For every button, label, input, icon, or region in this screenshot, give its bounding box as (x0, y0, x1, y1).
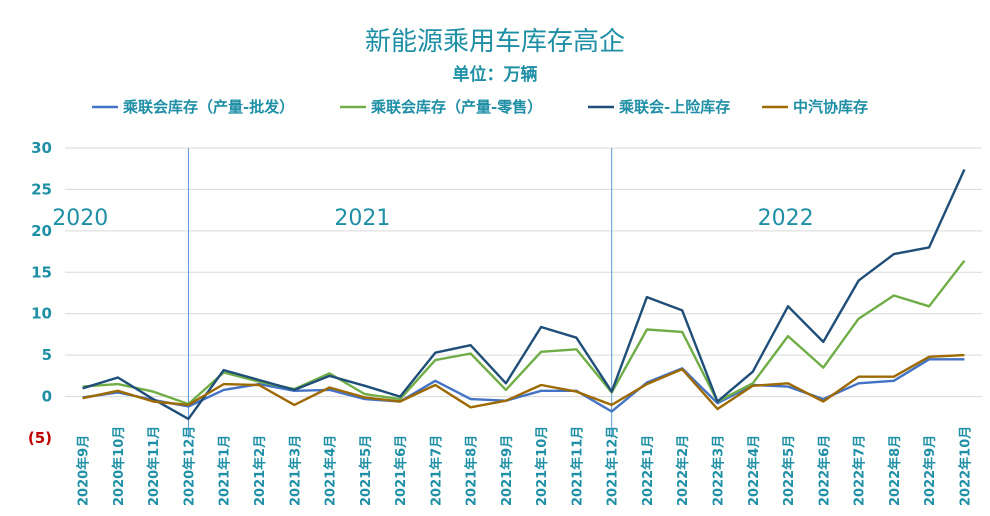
series-line-4 (82, 353, 965, 411)
x-tick-label: 2022年3月 (710, 435, 726, 506)
x-tick-label: 2022年9月 (922, 435, 938, 506)
x-tick-label: 2020年12月 (181, 426, 197, 506)
x-tick-label: 2021年2月 (252, 435, 268, 506)
x-tick-label: 2021年3月 (287, 435, 303, 506)
x-tick-label: 2021年8月 (464, 435, 480, 506)
x-axis: 2020年9月 2020年10月 2020年11月 2020年12月 2021年1月 20… (76, 426, 974, 506)
x-tick-label: 2022年1月 (640, 435, 656, 506)
y-tick-label: 10 (31, 305, 52, 323)
x-tick-label: 2022年6月 (816, 435, 832, 506)
year-label: 2020 (52, 206, 108, 231)
legend: 乘联会库存（产量-批发） 乘联会库存（产量-零售） 乘联会-上险库存 中汽协库存 (92, 98, 868, 116)
x-tick-label: 2022年4月 (746, 435, 762, 506)
y-tick-label: 15 (31, 263, 52, 281)
gridlines (65, 147, 982, 398)
x-tick-label: 2020年11月 (146, 426, 162, 506)
year-dividers (187, 148, 613, 438)
x-tick-label: 2021年4月 (323, 435, 339, 506)
year-label: 2021 (334, 206, 390, 231)
series-line-3 (82, 169, 966, 421)
y-tick-label: 25 (31, 180, 52, 198)
chart-subtitle: 单位：万辆 (453, 64, 538, 85)
y-tick-label: 30 (31, 139, 52, 157)
x-tick-label: 2021年12月 (605, 426, 621, 506)
y-axis: 30 25 20 15 10 5 0 (5) (28, 139, 52, 447)
chart-title: 新能源乘用车库存高企 (365, 27, 625, 57)
x-tick-label: 2021年1月 (217, 435, 233, 506)
x-tick-label: 2021年5月 (358, 435, 374, 506)
x-tick-label: 2020年10月 (111, 426, 127, 506)
series-line-1 (82, 358, 965, 413)
series-line-2 (82, 259, 966, 406)
x-tick-label: 2022年5月 (781, 435, 797, 506)
y-tick-label: 0 (42, 388, 52, 406)
y-tick-label: (5) (28, 429, 52, 447)
x-tick-label: 2022年10月 (957, 426, 973, 506)
x-tick-label: 2021年9月 (499, 435, 515, 506)
y-tick-label: 5 (42, 346, 52, 364)
legend-entry: 中汽协库存 (793, 98, 868, 116)
x-tick-label: 2022年7月 (852, 435, 868, 506)
series-lines (82, 169, 966, 421)
x-tick-label: 2021年7月 (428, 435, 444, 506)
x-tick-label: 2022年2月 (675, 435, 691, 506)
x-tick-label: 2020年9月 (76, 435, 92, 506)
x-tick-label: 2021年10月 (534, 426, 550, 506)
year-labels: 2020 2021 2022 (52, 206, 813, 231)
y-tick-label: 20 (31, 222, 52, 240)
legend-entry: 乘联会-上险库存 (618, 98, 730, 116)
year-label: 2022 (758, 206, 814, 231)
legend-entry: 乘联会库存（产量-批发） (122, 98, 294, 116)
x-tick-label: 2021年11月 (569, 426, 585, 506)
x-tick-label: 2021年6月 (393, 435, 409, 506)
legend-entry: 乘联会库存（产量-零售） (370, 98, 542, 116)
x-tick-label: 2022年8月 (887, 435, 903, 506)
